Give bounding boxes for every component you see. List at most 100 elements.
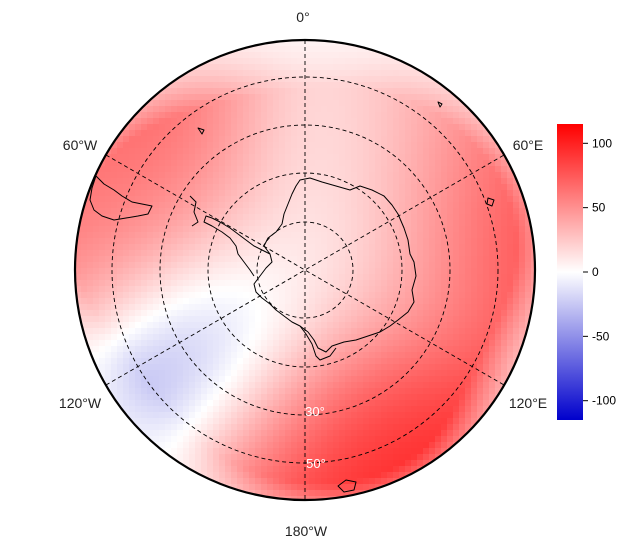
field-cell: [381, 412, 388, 419]
field-cell: [303, 472, 310, 479]
field-cell: [489, 160, 496, 167]
field-cell: [417, 334, 424, 341]
field-cell: [321, 226, 328, 233]
field-cell: [465, 418, 472, 425]
field-cell: [495, 388, 502, 395]
field-cell: [363, 160, 370, 167]
field-cell: [309, 46, 316, 53]
field-cell: [501, 178, 508, 185]
field-cell: [321, 244, 328, 251]
field-cell: [297, 244, 304, 251]
field-cell: [225, 448, 232, 455]
field-cell: [159, 454, 166, 461]
lon-label-60w: 60°W: [63, 137, 98, 153]
field-cell: [441, 436, 448, 443]
field-cell: [525, 268, 532, 275]
field-cell: [513, 370, 520, 377]
field-cell: [459, 154, 466, 161]
field-cell: [273, 262, 280, 269]
field-cell: [129, 352, 136, 359]
field-cell: [87, 256, 94, 263]
field-cell: [333, 64, 340, 71]
field-cell: [219, 304, 226, 311]
field-cell: [489, 166, 496, 173]
field-cell: [231, 286, 238, 293]
field-cell: [81, 280, 88, 287]
field-cell: [345, 304, 352, 311]
field-cell: [333, 376, 340, 383]
field-cell: [429, 88, 436, 95]
field-cell: [375, 430, 382, 437]
field-cell: [237, 442, 244, 449]
field-cell: [213, 466, 220, 473]
field-cell: [429, 430, 436, 437]
field-cell: [117, 268, 124, 275]
field-cell: [141, 250, 148, 257]
field-cell: [297, 82, 304, 89]
field-cell: [327, 238, 334, 245]
field-cell: [237, 154, 244, 161]
field-cell: [219, 70, 226, 77]
field-cell: [447, 346, 454, 353]
field-cell: [369, 466, 376, 473]
field-cell: [363, 478, 370, 485]
field-cell: [279, 328, 286, 335]
field-cell: [303, 322, 310, 329]
field-cell: [273, 334, 280, 341]
field-cell: [159, 178, 166, 185]
field-cell: [243, 238, 250, 245]
field-cell: [183, 136, 190, 143]
field-cell: [351, 100, 358, 107]
field-cell: [219, 478, 226, 485]
field-cell: [297, 184, 304, 191]
field-cell: [159, 418, 166, 425]
field-cell: [423, 406, 430, 413]
field-cell: [357, 484, 364, 491]
field-cell: [279, 70, 286, 77]
field-cell: [183, 172, 190, 179]
field-cell: [345, 166, 352, 173]
field-cell: [405, 298, 412, 305]
field-cell: [411, 352, 418, 359]
field-cell: [273, 232, 280, 239]
field-cell: [441, 316, 448, 323]
field-cell: [285, 442, 292, 449]
field-cell: [321, 196, 328, 203]
field-cell: [219, 340, 226, 347]
field-cell: [219, 112, 226, 119]
field-cell: [111, 160, 118, 167]
field-cell: [207, 130, 214, 137]
field-cell: [321, 262, 328, 269]
field-cell: [123, 130, 130, 137]
field-cell: [87, 232, 94, 239]
field-cell: [423, 226, 430, 233]
field-cell: [369, 484, 376, 491]
field-cell: [249, 160, 256, 167]
field-cell: [429, 328, 436, 335]
field-cell: [267, 430, 274, 437]
field-cell: [339, 196, 346, 203]
field-cell: [183, 112, 190, 119]
field-cell: [213, 76, 220, 83]
field-cell: [405, 76, 412, 83]
field-cell: [261, 394, 268, 401]
field-cell: [159, 250, 166, 257]
field-cell: [399, 178, 406, 185]
field-cell: [171, 352, 178, 359]
field-cell: [81, 292, 88, 299]
field-cell: [273, 352, 280, 359]
field-cell: [177, 220, 184, 227]
field-cell: [99, 322, 106, 329]
field-cell: [213, 394, 220, 401]
field-cell: [123, 208, 130, 215]
field-cell: [429, 304, 436, 311]
field-cell: [339, 76, 346, 83]
field-cell: [405, 400, 412, 407]
field-cell: [387, 466, 394, 473]
field-cell: [255, 286, 262, 293]
field-cell: [177, 316, 184, 323]
field-cell: [333, 406, 340, 413]
field-cell: [351, 370, 358, 377]
field-cell: [297, 478, 304, 485]
field-cell: [465, 436, 472, 443]
